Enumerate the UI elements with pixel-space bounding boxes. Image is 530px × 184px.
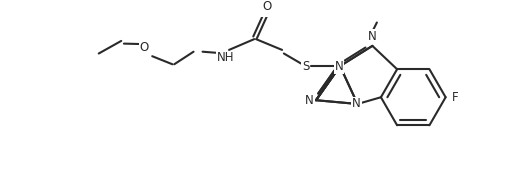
Text: N: N [368, 30, 376, 43]
Text: F: F [452, 91, 459, 104]
Text: N: N [352, 98, 361, 110]
Text: N: N [335, 60, 343, 72]
Text: O: O [263, 0, 272, 13]
Text: NH: NH [217, 52, 234, 65]
Text: N: N [305, 94, 314, 107]
Text: S: S [302, 60, 309, 72]
Text: O: O [139, 41, 149, 54]
